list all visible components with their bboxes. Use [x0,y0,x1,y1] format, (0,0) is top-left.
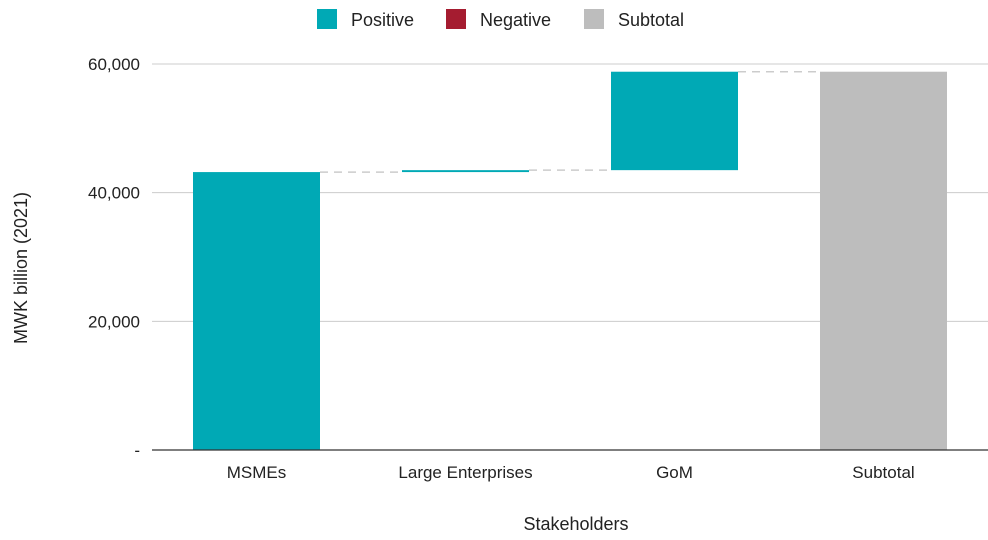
legend-swatch-positive [317,9,337,29]
x-tick-label-gom: GoM [656,463,693,482]
bars [193,71,947,450]
x-tick-label-msmes: MSMEs [227,463,287,482]
x-axis-tick-labels: MSMEs Large Enterprises GoM Subtotal [227,463,915,482]
y-tick-label-0: - [134,441,140,460]
y-tick-label-40000: 40,000 [88,184,140,203]
x-tick-label-large-enterprises: Large Enterprises [398,463,532,482]
y-axis-title: MWK billion (2021) [11,192,31,344]
x-axis-title: Stakeholders [523,514,628,534]
legend-label-negative: Negative [480,10,551,30]
legend-swatch-subtotal [584,9,604,29]
bar-msmes [193,172,320,450]
x-tick-label-subtotal: Subtotal [852,463,914,482]
legend: Positive Negative Subtotal [317,9,684,30]
y-tick-label-20000: 20,000 [88,312,140,331]
connector-lines [320,70,820,173]
y-tick-label-60000: 60,000 [88,55,140,74]
bar-gom [611,71,738,171]
legend-label-subtotal: Subtotal [618,10,684,30]
bar-large-enterprises [402,170,529,173]
legend-label-positive: Positive [351,10,414,30]
bar-subtotal [820,71,947,450]
y-axis-tick-labels: - 20,000 40,000 60,000 [88,55,140,460]
legend-swatch-negative [446,9,466,29]
